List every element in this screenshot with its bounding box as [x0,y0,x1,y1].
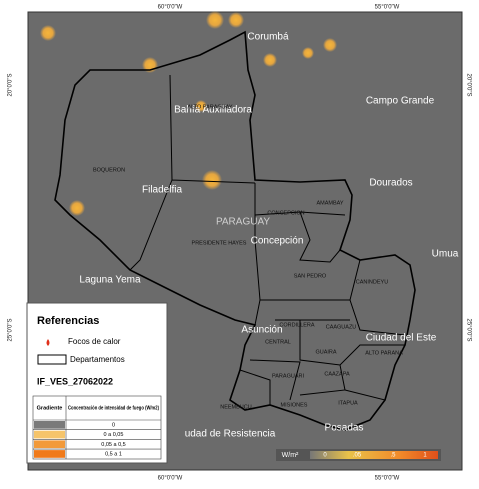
colorbar-label: .5 [390,453,396,459]
graticule-label: 60°0'0"W [158,5,183,11]
department-label: ALTO PARAGUAY [187,104,232,110]
colorbar-unit: W/m² [282,452,299,459]
department-label: CAAGUAZU [326,324,357,330]
department-label: AMAMBAY [316,200,343,206]
gradient-swatch [34,440,65,449]
table-row: 0 a 0,05 [104,432,124,438]
graticule-label: 60°0'0"W [158,476,183,482]
hotspot [202,170,222,190]
graticule-label: 55°0'0"W [375,476,400,482]
hotspot [206,11,224,29]
gradient-swatch [34,450,65,458]
department-label: ITAPUA [338,400,358,406]
country-outline [54,30,416,431]
department-label: GUAIRA [315,349,336,355]
department-borders [129,74,406,405]
city-label: Posadas [325,423,364,434]
department-label: PARAGUARI [272,373,304,379]
department-label: BOQUERON [93,167,125,173]
graticule-label: 20°0'0"S [8,73,14,96]
fire-icon [46,339,50,346]
city-label: Dourados [369,178,412,189]
table-row: 0,5 a 1 [105,452,122,458]
hotspot [263,53,277,67]
city-label: Filadelfia [142,185,182,196]
city-label: Bahía Auxiliadora [174,105,252,116]
department-label: PRESIDENTE HAYES [192,240,247,246]
city-label: Asunción [241,325,282,336]
colorbar-label: 1 [423,453,427,459]
department-label: SAN PEDRO [294,273,327,279]
graticule-label: 20°0'0"S [465,73,471,96]
hotspot [302,47,314,59]
hotspot [40,25,56,41]
hotspots [40,11,337,216]
department-label: CENTRAL [265,339,291,345]
graticule-label: 25°0'0"S [465,318,471,341]
department-label: MISIONES [281,402,308,408]
department-label: NEEMBUCU [220,404,252,410]
city-label: Ciudad del Este [366,333,437,344]
city-label: Corumbá [247,32,289,43]
hotspot [69,200,85,216]
legend-item: Departamentos [70,355,125,364]
city-label: Concepción [251,236,304,247]
table-border [32,395,162,460]
table-header: Concentración de intensidad de fuego (W/… [68,405,159,411]
table-row: 0,05 a 0,5 [101,442,125,448]
colorbar [310,451,438,459]
department-label: CONCEPCION [267,210,304,216]
city-label: Umua [432,249,459,260]
graticule-label: 25°0'0"S [8,318,14,341]
colorbar-label: .05 [353,453,362,459]
gradient-swatch [34,421,65,429]
table-header: Gradiente [37,405,63,411]
city-label: Laguna Yema [79,275,141,286]
legend-item: Focos de calor [68,337,121,346]
colorbar-label: 0 [323,453,327,459]
legend-title: Referencias [37,315,99,327]
department-label: CAAZAPA [324,371,350,377]
department-label: CANINDEYU [356,279,388,285]
city-label: Campo Grande [366,96,435,107]
legend-layer: IF_VES_27062022 [37,376,113,386]
city-label: PARAGUAY [216,217,270,228]
graticule-label: 55°0'0"W [375,5,400,11]
department-label: ALTO PARANA [365,350,403,356]
hotspot [228,12,244,28]
table-row: 0 [112,422,115,428]
gradient-swatch [34,430,65,439]
hotspot [195,100,207,112]
department-label: CORDILLERA [279,322,314,328]
hotspot [323,38,337,52]
city-label: udad de Resistencia [185,429,276,440]
department-swatch [37,354,67,365]
legend-table: Gradiente Concentración de intensidad de … [32,395,162,460]
